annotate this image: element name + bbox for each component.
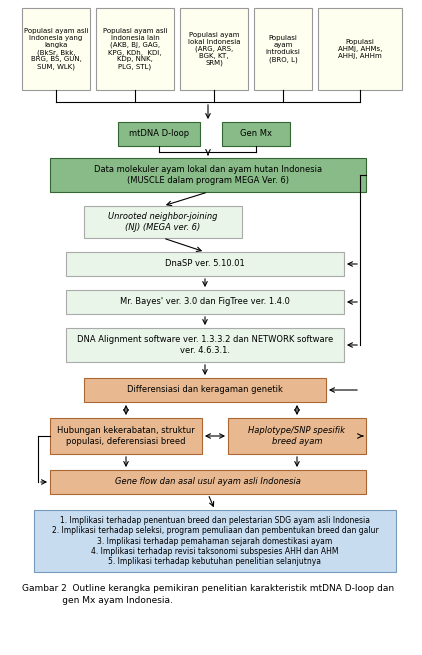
Bar: [318, 8, 402, 90]
Bar: [228, 418, 366, 454]
Bar: [84, 206, 242, 238]
Bar: [96, 8, 174, 90]
Text: Populasi ayam asli
Indonesia yang
langka
(BkSr, Bkk,
BRG, BS, GUN,
SUM, WLK): Populasi ayam asli Indonesia yang langka…: [24, 28, 88, 70]
Bar: [84, 378, 326, 402]
Text: Populasi
ayam
introduksi
(BRO, L): Populasi ayam introduksi (BRO, L): [265, 35, 300, 63]
Text: mtDNA D-loop: mtDNA D-loop: [129, 130, 189, 138]
Bar: [22, 8, 90, 90]
Bar: [34, 510, 396, 572]
Bar: [50, 470, 366, 494]
Text: gen Mx ayam Indonesia.: gen Mx ayam Indonesia.: [22, 596, 173, 605]
Bar: [222, 122, 290, 146]
Text: Populasi ayam asli
Indonesia lain
(AKB, BJ, GAG,
KPG, KDh,  KDI,
KDp, NNK,
PLG, : Populasi ayam asli Indonesia lain (AKB, …: [103, 28, 167, 70]
Bar: [50, 158, 366, 192]
Text: Gen Mx: Gen Mx: [240, 130, 272, 138]
Bar: [50, 418, 202, 454]
Text: DnaSP ver. 5.10.01: DnaSP ver. 5.10.01: [165, 259, 245, 269]
Text: Haplotype/SNP spesifik
breed ayam: Haplotype/SNP spesifik breed ayam: [249, 426, 346, 445]
Text: Gambar 2  Outline kerangka pemikiran penelitian karakteristik mtDNA D-loop dan: Gambar 2 Outline kerangka pemikiran pene…: [22, 584, 394, 593]
Text: Populasi
AHMj, AHMs,
AHHj, AHHm: Populasi AHMj, AHMs, AHHj, AHHm: [338, 39, 382, 59]
Text: Unrooted neighbor-joining
(NJ) (MEGA ver. 6): Unrooted neighbor-joining (NJ) (MEGA ver…: [108, 212, 218, 232]
Bar: [180, 8, 248, 90]
Text: Data molekuler ayam lokal dan ayam hutan Indonesia
(MUSCLE dalam program MEGA Ve: Data molekuler ayam lokal dan ayam hutan…: [94, 165, 322, 185]
Text: 1. Implikasi terhadap penentuan breed dan pelestarian SDG ayam asli Indonesia
2.: 1. Implikasi terhadap penentuan breed da…: [51, 515, 379, 567]
Text: Gene flow dan asal usul ayam asli Indonesia: Gene flow dan asal usul ayam asli Indone…: [115, 477, 301, 487]
Bar: [118, 122, 200, 146]
Bar: [254, 8, 312, 90]
Bar: [66, 328, 344, 362]
Text: Mr. Bayes' ver. 3.0 dan FigTree ver. 1.4.0: Mr. Bayes' ver. 3.0 dan FigTree ver. 1.4…: [120, 297, 290, 307]
Bar: [66, 252, 344, 276]
Text: Differensiasi dan keragaman genetik: Differensiasi dan keragaman genetik: [127, 386, 283, 394]
Text: Hubungan kekerabatan, struktur
populasi, deferensiasi breed: Hubungan kekerabatan, struktur populasi,…: [57, 426, 195, 445]
Text: DNA Alignment software ver. 1.3.3.2 dan NETWORK software
ver. 4.6.3.1.: DNA Alignment software ver. 1.3.3.2 dan …: [77, 335, 333, 355]
Text: Populasi ayam
lokal Indonesia
(ARG, ARS,
BGK, KT,
SRM): Populasi ayam lokal Indonesia (ARG, ARS,…: [188, 31, 240, 67]
Bar: [66, 290, 344, 314]
